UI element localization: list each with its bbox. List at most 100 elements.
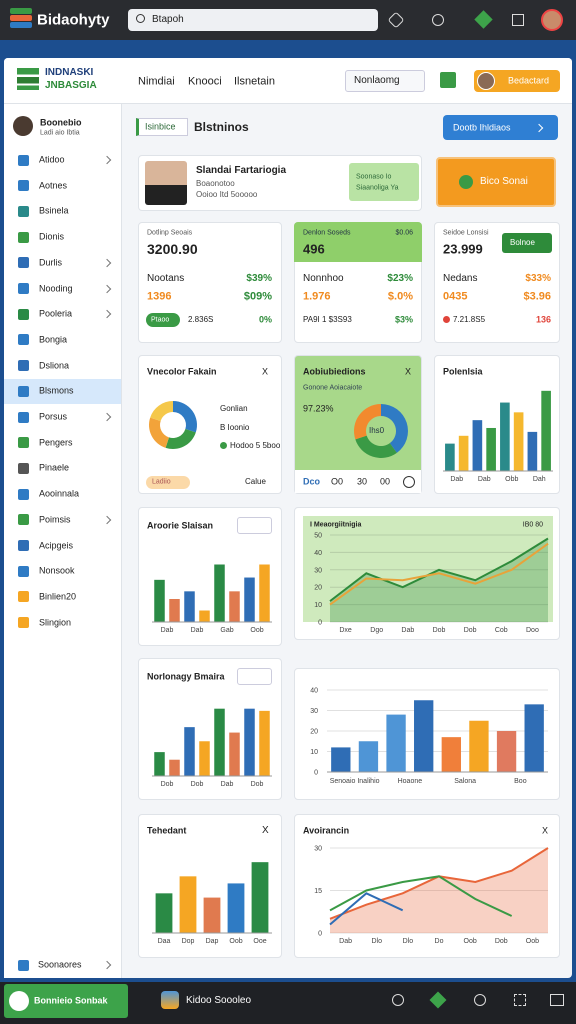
promo-text: Bico Sonai xyxy=(480,176,528,187)
menu-icon xyxy=(18,488,29,500)
tray-icon[interactable] xyxy=(550,994,564,1006)
toolbar-icon[interactable] xyxy=(512,14,524,26)
header-icon[interactable] xyxy=(440,72,456,88)
legend-dot xyxy=(220,442,227,449)
chart-area-bg xyxy=(303,516,553,622)
avatar[interactable] xyxy=(541,9,563,31)
menu-item[interactable]: Durlis xyxy=(39,257,63,268)
close[interactable]: X xyxy=(405,366,412,377)
stat-label: Nedans xyxy=(443,273,478,284)
brand: JNBASGIA xyxy=(45,80,97,91)
stat-header: Seidoe Lonsisi xyxy=(443,229,489,237)
tray-icon[interactable] xyxy=(474,994,486,1006)
footer-text: O0 xyxy=(331,476,344,487)
menu-icon xyxy=(18,565,29,577)
stat-label: 1396 xyxy=(147,290,172,303)
page-title: Blstninos xyxy=(194,120,249,134)
footer-text: 00 xyxy=(380,476,391,487)
close[interactable]: X xyxy=(262,825,269,836)
chart-title: Aobiubiedions xyxy=(303,366,366,377)
close[interactable]: X xyxy=(542,825,549,836)
menu-item[interactable]: Acipgeis xyxy=(39,540,74,550)
tray-icon[interactable] xyxy=(392,994,404,1006)
menu-item[interactable]: Pooleria xyxy=(39,308,73,319)
sidebar-footer[interactable]: Soonaores xyxy=(38,959,82,970)
stat-button[interactable] xyxy=(502,233,552,253)
chart-card xyxy=(138,507,282,646)
menu-item[interactable]: Pengers xyxy=(39,437,73,448)
menu-icon xyxy=(18,591,29,603)
badge-text: Siaanoliga Ya xyxy=(356,184,399,192)
search-box[interactable] xyxy=(128,9,378,31)
dropdown[interactable] xyxy=(237,668,272,685)
footer-text: Calue xyxy=(245,477,266,486)
menu-item[interactable]: Atidoo xyxy=(39,154,65,165)
menu-item[interactable]: Blsmons xyxy=(39,385,74,396)
stat-label: Nootans xyxy=(147,273,185,284)
menu-item[interactable]: Dionis xyxy=(39,231,65,242)
promo-icon xyxy=(459,175,473,189)
chart-card xyxy=(294,814,560,958)
chart-title: Tehedant xyxy=(147,825,187,836)
chart-stat: 97.23% xyxy=(303,403,334,414)
app-text[interactable]: Kidoo Soooleo xyxy=(186,995,252,1006)
footer-text: 30 xyxy=(357,476,368,487)
menu-item[interactable]: Bongia xyxy=(39,334,68,345)
stat-header: Dotlinp Seoais xyxy=(147,229,193,237)
menu-icon xyxy=(18,257,29,269)
footer-pill[interactable] xyxy=(146,476,190,489)
profile-line: Ooioo Itd 5ooooo xyxy=(196,190,258,199)
tray-icon[interactable] xyxy=(514,994,526,1006)
menu-item[interactable]: Nooding xyxy=(39,283,73,293)
menu-item[interactable]: Bsinela xyxy=(39,205,69,216)
close[interactable]: X xyxy=(262,366,269,377)
menu-item[interactable]: Pinaele xyxy=(39,462,70,473)
refresh-icon[interactable] xyxy=(403,476,415,488)
dropdown-text: Nonlaomg xyxy=(354,75,400,86)
promo-card[interactable] xyxy=(436,157,556,207)
stat-foot: 7.21.8S5 xyxy=(453,315,486,324)
chart-card xyxy=(138,814,282,958)
menu-item[interactable]: Slingion xyxy=(39,617,72,628)
chart-title: Polenlsia xyxy=(443,366,483,377)
stat-change: $33% xyxy=(525,273,551,284)
tab[interactable] xyxy=(136,118,188,136)
nav-link[interactable]: Knooci xyxy=(188,75,222,88)
header-button-text: Bedactard xyxy=(508,75,550,86)
search-text: Btapoh xyxy=(152,14,184,25)
menu-item[interactable]: Nonsook xyxy=(39,565,75,576)
action-button[interactable] xyxy=(443,115,558,140)
menu-icon xyxy=(18,617,29,629)
nav-link[interactable]: Ilsnetain xyxy=(234,75,275,88)
badge xyxy=(349,163,419,201)
stat-foot: 2.836S xyxy=(188,315,214,324)
dropdown[interactable] xyxy=(237,517,272,534)
user-name: Boonebio xyxy=(40,117,82,128)
nav-link[interactable]: Nimdiai xyxy=(138,75,175,88)
menu-item[interactable]: Porsus xyxy=(39,411,68,422)
brand-logo xyxy=(17,68,39,90)
menu-item[interactable]: Poimsis xyxy=(39,514,71,525)
menu-icon xyxy=(18,411,29,423)
badge-text: Soonaso Io xyxy=(356,173,392,181)
chart-card xyxy=(294,668,560,800)
header-button[interactable] xyxy=(474,70,560,92)
chart-title: Avoirancin xyxy=(303,825,350,836)
logo xyxy=(10,15,32,21)
stat-pill-text: Ptaoo xyxy=(151,316,170,324)
menu-icon xyxy=(18,308,29,320)
dropdown[interactable] xyxy=(345,70,425,92)
menu-item[interactable]: Binlien20 xyxy=(39,591,77,602)
menu-item[interactable]: Aotnes xyxy=(39,180,68,191)
stat-foot: PA9I 1 $3S93 xyxy=(303,315,352,324)
legend-text: Hodoo 5 5boo xyxy=(230,441,281,450)
profile-photo xyxy=(145,161,187,205)
menu-icon xyxy=(18,205,29,217)
menu-icon xyxy=(18,514,29,526)
menu-item[interactable]: Dsliona xyxy=(39,360,70,371)
stat-foot: 0% xyxy=(258,314,272,325)
start-text: Bonnieio Sonbak xyxy=(34,995,108,1006)
toolbar-icon[interactable] xyxy=(432,14,444,26)
menu-item[interactable]: Aooinnala xyxy=(39,488,80,499)
search-icon xyxy=(136,14,145,23)
